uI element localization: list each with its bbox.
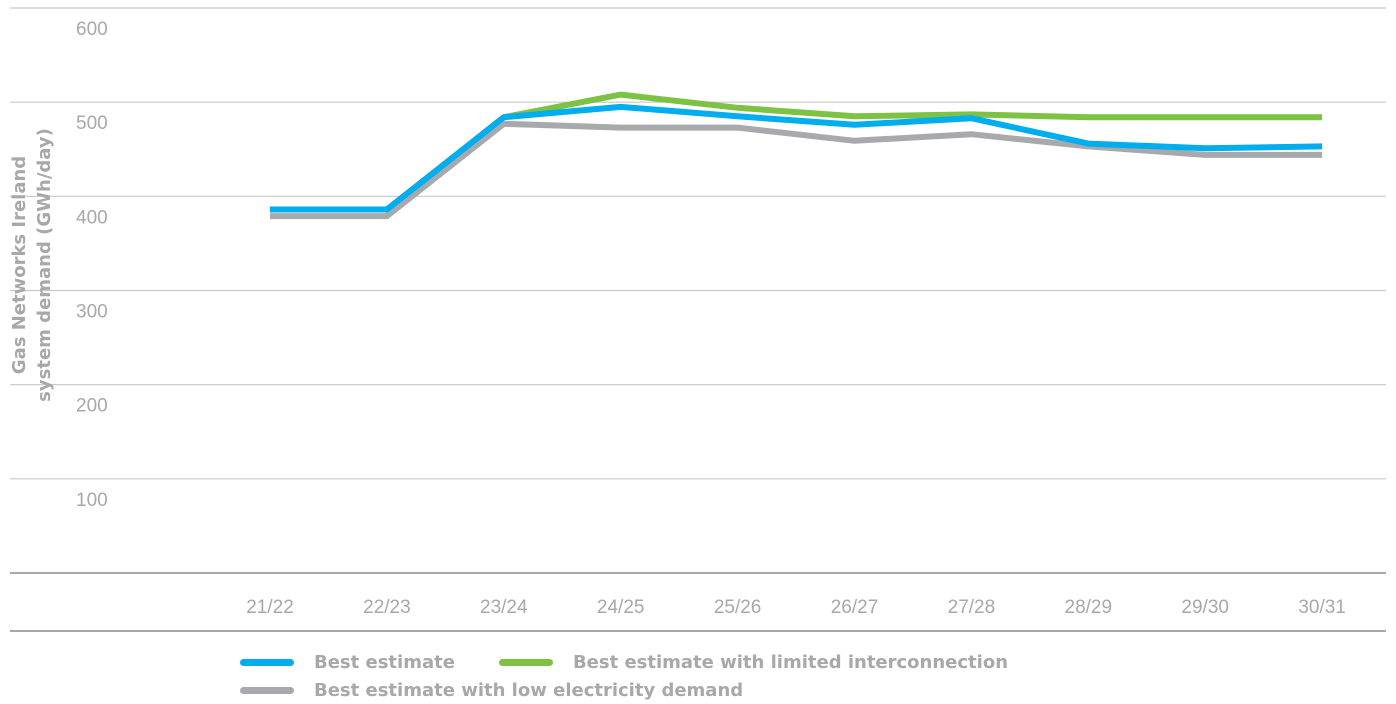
legend: Best estimate Best estimate with limited… bbox=[240, 648, 1240, 704]
gridlines bbox=[10, 7, 1386, 632]
x-tick-label: 24/25 bbox=[597, 597, 645, 618]
x-tick-label: 26/27 bbox=[831, 597, 879, 618]
y-tick-label: 600 bbox=[76, 19, 108, 40]
legend-row-1: Best estimate Best estimate with limited… bbox=[240, 648, 1240, 676]
legend-item-low-electricity-demand: Best estimate with low electricity deman… bbox=[240, 680, 743, 701]
legend-swatch bbox=[240, 658, 294, 666]
legend-label: Best estimate with limited interconnecti… bbox=[572, 651, 1009, 673]
y-tick-label: 300 bbox=[76, 302, 108, 323]
y-axis-ticks: 600 500 400 300 200 100 bbox=[76, 19, 108, 511]
legend-swatch bbox=[240, 686, 294, 694]
series-line-best-estimate-with-low-electricity-demand bbox=[270, 120, 1323, 220]
x-tick-label: 21/22 bbox=[246, 597, 294, 618]
series-line-best-estimate bbox=[270, 103, 1323, 213]
x-tick-label: 25/26 bbox=[714, 597, 762, 618]
y-tick-label: 400 bbox=[76, 207, 108, 228]
y-tick-label: 200 bbox=[76, 396, 108, 417]
y-tick-label: 500 bbox=[76, 113, 108, 134]
legend-swatch bbox=[498, 658, 553, 666]
y-axis-label: Gas Networks Ireland system demand (GWh/… bbox=[9, 128, 55, 402]
legend-item-best-estimate: Best estimate bbox=[240, 652, 455, 673]
x-tick-label: 27/28 bbox=[948, 597, 996, 618]
y-axis-label-line-1: Gas Networks Ireland bbox=[9, 156, 30, 374]
y-tick-label: 100 bbox=[76, 490, 108, 511]
x-tick-label: 29/30 bbox=[1181, 597, 1229, 618]
series-lines bbox=[270, 91, 1323, 220]
x-axis-ticks: 21/22 22/23 23/24 24/25 25/26 26/27 27/28 28/29… bbox=[246, 597, 1346, 618]
y-axis-label-line-2: system demand (GWh/day) bbox=[34, 128, 55, 402]
x-tick-label: 23/24 bbox=[480, 597, 528, 618]
x-tick-label: 30/31 bbox=[1298, 597, 1346, 618]
legend-item-limited-interconnection: Best estimate with limited interconnecti… bbox=[498, 651, 1009, 673]
legend-label: Best estimate with low electricity deman… bbox=[314, 679, 744, 701]
legend-label: Best estimate bbox=[314, 651, 455, 673]
x-tick-label: 28/29 bbox=[1065, 597, 1113, 618]
legend-row-2: Best estimate with low electricity deman… bbox=[240, 676, 1240, 704]
x-tick-label: 22/23 bbox=[363, 597, 411, 618]
